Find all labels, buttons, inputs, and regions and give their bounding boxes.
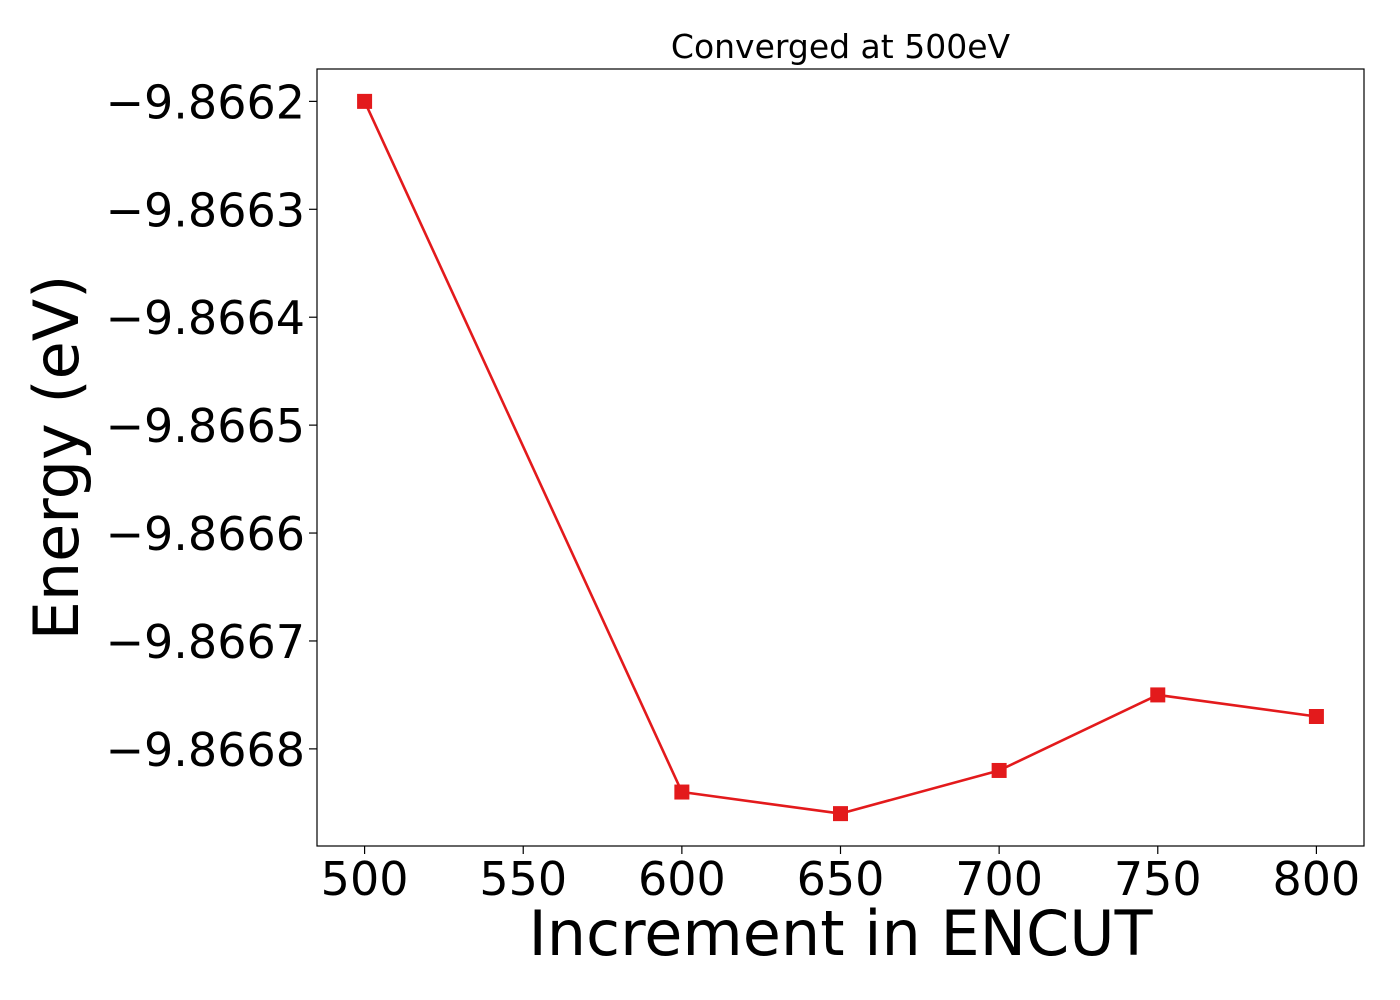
y-tick-label: −9.8667 — [106, 615, 306, 669]
y-tick-label: −9.8668 — [106, 723, 306, 777]
x-tick-label: 600 — [638, 852, 726, 906]
x-tick-label: 500 — [321, 852, 409, 906]
tick-layer: 500 550 600 650 700 750 800 −9.8662 −9.8663 −9.86… — [106, 75, 1361, 906]
y-axis-title: Energy (eV) — [20, 275, 93, 641]
x-tick-label: 700 — [955, 852, 1043, 906]
data-point-marker — [674, 784, 690, 800]
x-tick-label: 650 — [797, 852, 885, 906]
y-tick-label: −9.8662 — [106, 75, 306, 129]
y-tick-label: −9.8665 — [106, 399, 306, 453]
x-axis-title: Increment in ENCUT — [528, 897, 1153, 970]
data-point-marker — [357, 93, 373, 109]
data-point-marker — [833, 806, 848, 822]
plot-frame — [316, 68, 1365, 847]
y-tick-label: −9.8663 — [106, 183, 306, 237]
x-tick-label: 800 — [1273, 852, 1361, 906]
chart-title: Converged at 500eV — [671, 27, 1011, 66]
y-tick-label: −9.8664 — [106, 291, 306, 345]
data-point-marker — [1308, 709, 1324, 724]
x-tick-label: 750 — [1114, 852, 1202, 906]
data-point-marker — [991, 762, 1007, 778]
y-tick-label: −9.8666 — [106, 507, 306, 561]
series-line — [363, 100, 1317, 815]
series-layer — [357, 93, 1324, 822]
x-tick-label: 550 — [479, 852, 567, 906]
data-point-marker — [1150, 687, 1166, 703]
